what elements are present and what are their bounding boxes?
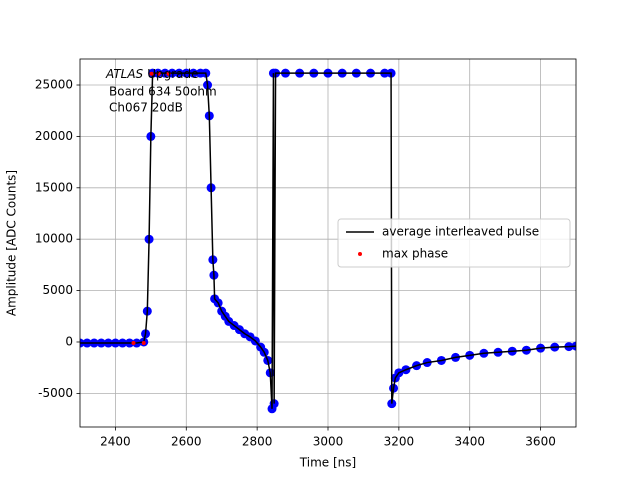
legend-label: max phase	[382, 247, 448, 261]
y-tick-label: 10000	[35, 232, 73, 246]
y-tick-label: 15000	[35, 180, 73, 194]
pulse-line	[80, 72, 576, 409]
annotation: Board 634 50ohm	[109, 85, 217, 99]
x-axis-label: Time [ns]	[299, 456, 356, 470]
y-tick-label: -5000	[38, 386, 73, 400]
y-tick-label: 0	[65, 334, 73, 348]
atlas-label: ATLAS Upgrade	[105, 67, 199, 81]
y-tick-label: 20000	[35, 129, 73, 143]
legend-marker	[358, 252, 362, 256]
max-phase-point	[156, 71, 161, 76]
y-tick-label: 25000	[35, 78, 73, 92]
atlas-text: ATLAS	[105, 67, 144, 81]
max-phase-point	[166, 71, 171, 76]
x-tick-label: 3000	[313, 435, 344, 449]
annotation: Ch067 20dB	[109, 101, 183, 115]
plot-area	[80, 68, 576, 414]
axes-frame	[79, 58, 577, 428]
x-tick-label: 2400	[100, 435, 131, 449]
max-phase-point	[131, 341, 136, 346]
legend-label: average interleaved pulse	[382, 225, 539, 239]
max-phase-point	[149, 71, 154, 76]
x-tick-label: 2800	[242, 435, 273, 449]
x-tick-label: 2600	[171, 435, 202, 449]
x-tick-label: 3400	[454, 435, 485, 449]
x-tick-label: 3200	[384, 435, 415, 449]
atlas-subtext: Upgrade	[147, 67, 198, 81]
max-phase-point	[141, 341, 146, 346]
x-tick-label: 3600	[525, 435, 556, 449]
y-axis-label: Amplitude [ADC Counts]	[5, 170, 19, 316]
legend-box	[337, 218, 571, 268]
y-tick-label: 5000	[42, 283, 73, 297]
